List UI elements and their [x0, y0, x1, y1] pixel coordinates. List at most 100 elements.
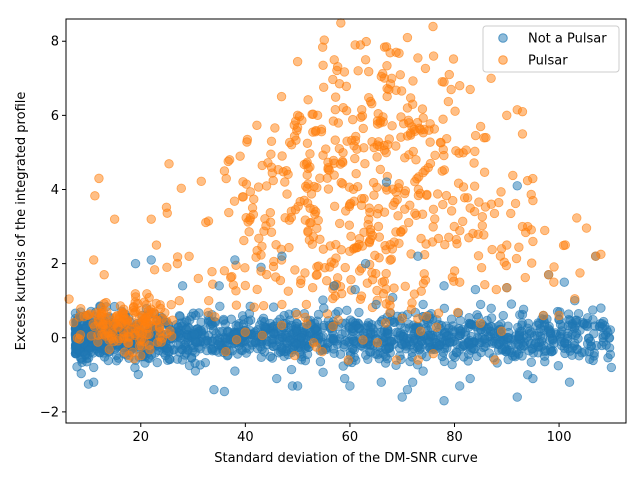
- pulsar-point: [354, 266, 365, 276]
- not-a-pulsar-point: [380, 358, 391, 368]
- pulsar-point: [339, 67, 350, 77]
- pulsar-point: [425, 158, 436, 169]
- pulsar-point: [119, 333, 129, 344]
- pulsar-point: [543, 270, 554, 280]
- pulsar-point: [455, 226, 465, 236]
- not-a-pulsar-point: [465, 373, 475, 384]
- pulsar-point: [319, 35, 329, 45]
- pulsar-point: [72, 333, 83, 343]
- not-a-pulsar-point: [497, 345, 507, 355]
- pulsar-point: [412, 174, 422, 184]
- pulsar-point: [394, 179, 404, 189]
- pulsar-point: [364, 214, 374, 225]
- not-a-pulsar-point: [588, 305, 598, 315]
- pulsar-point: [502, 283, 512, 293]
- y-tick-label: 2: [51, 257, 59, 272]
- pulsar-point: [286, 206, 297, 217]
- not-a-pulsar-point: [175, 339, 186, 349]
- not-a-pulsar-point: [80, 350, 90, 360]
- pulsar-point: [321, 144, 331, 154]
- pulsar-point: [438, 199, 448, 210]
- not-a-pulsar-point: [130, 258, 141, 269]
- pulsar-point: [311, 342, 322, 352]
- pulsar-point: [462, 193, 473, 203]
- pulsar-point: [302, 170, 312, 180]
- not-a-pulsar-point: [177, 281, 188, 291]
- pulsar-point: [432, 189, 443, 199]
- y-tick-label: 4: [51, 183, 59, 198]
- pulsar-point: [554, 310, 564, 321]
- pulsar-point: [368, 177, 379, 188]
- not-a-pulsar-point: [515, 310, 525, 320]
- pulsar-point: [277, 299, 287, 310]
- pulsar-point: [397, 313, 407, 324]
- pulsar-point: [376, 71, 386, 82]
- plot-frame: [65, 18, 627, 424]
- not-a-pulsar-point: [189, 329, 200, 339]
- pulsar-point: [329, 258, 339, 269]
- pulsar-point: [369, 142, 379, 153]
- pulsar-point: [348, 114, 358, 125]
- pulsar-point: [318, 244, 329, 254]
- pulsar-point: [292, 122, 303, 133]
- pulsar-point: [439, 150, 449, 161]
- pulsar-point: [443, 96, 454, 107]
- pulsar-point: [527, 258, 537, 268]
- pulsar-point: [415, 326, 426, 336]
- pulsar-point: [305, 149, 315, 159]
- not-a-pulsar-point: [498, 310, 508, 321]
- pulsar-point: [385, 255, 395, 265]
- pulsar-point: [448, 195, 458, 206]
- pulsar-point: [320, 263, 330, 273]
- pulsar-point: [439, 165, 450, 175]
- not-a-pulsar-point: [467, 343, 477, 353]
- pulsar-point: [362, 278, 373, 288]
- not-a-pulsar-point: [470, 284, 481, 295]
- not-a-pulsar-point: [439, 281, 449, 291]
- pulsar-point: [130, 289, 141, 299]
- pulsar-point: [446, 206, 457, 216]
- not-a-pulsar-point: [570, 315, 581, 325]
- not-a-pulsar-point: [230, 366, 240, 376]
- not-a-pulsar-point: [285, 335, 295, 346]
- pulsar-point: [389, 283, 399, 293]
- pulsar-point: [360, 159, 370, 169]
- pulsar-point: [469, 181, 480, 191]
- not-a-pulsar-point: [482, 324, 492, 334]
- pulsar-point: [104, 344, 114, 355]
- pulsar-point: [277, 151, 287, 161]
- y-axis: −2 0 2 4 6 8: [40, 35, 66, 420]
- pulsar-point: [391, 355, 402, 365]
- pulsar-point: [560, 240, 570, 250]
- pulsar-point: [221, 346, 231, 357]
- pulsar-point: [332, 65, 342, 76]
- not-a-pulsar-point: [213, 339, 224, 350]
- pulsar-point: [91, 310, 101, 320]
- pulsar-point: [496, 187, 506, 197]
- pulsar-point: [301, 299, 312, 310]
- not-a-pulsar-point: [111, 350, 122, 361]
- not-a-pulsar-point: [597, 318, 607, 329]
- pulsar-point: [256, 266, 266, 276]
- y-tick-label: 8: [51, 35, 59, 50]
- pulsar-point: [265, 208, 276, 218]
- pulsar-point: [396, 86, 407, 96]
- pulsar-point: [349, 243, 360, 253]
- pulsar-point: [238, 192, 248, 202]
- pulsar-point: [450, 106, 460, 116]
- not-a-pulsar-point: [181, 324, 192, 334]
- pulsar-point: [164, 159, 174, 169]
- pulsar-point: [330, 135, 340, 145]
- pulsar-point: [341, 206, 351, 216]
- pulsar-point: [444, 69, 454, 80]
- pulsar-point: [338, 157, 348, 168]
- not-a-pulsar-point: [418, 299, 428, 310]
- pulsar-point: [439, 77, 449, 87]
- pulsar-point: [441, 190, 452, 201]
- pulsar-point: [372, 338, 383, 348]
- pulsar-point: [241, 179, 252, 189]
- pulsar-point: [455, 277, 465, 287]
- pulsar-point: [239, 235, 249, 246]
- pulsar-point: [477, 220, 488, 231]
